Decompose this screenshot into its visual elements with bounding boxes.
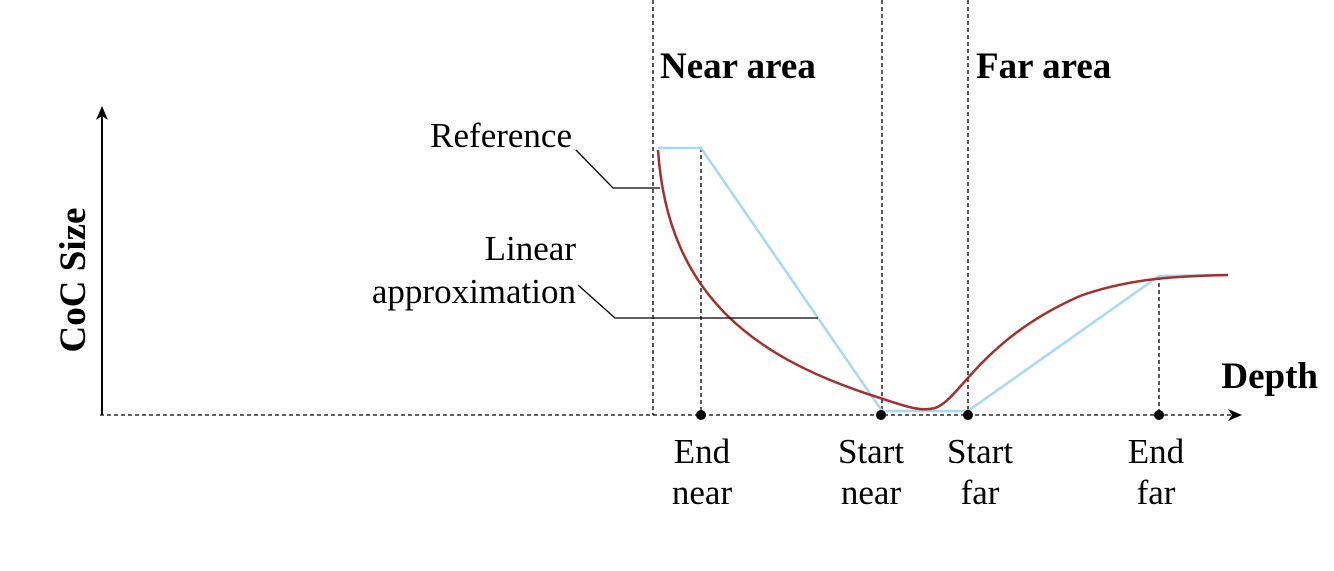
marker-dot (876, 410, 886, 420)
marker-label: Start (947, 432, 1013, 471)
marker-label: End (674, 432, 731, 471)
marker-label: End (1128, 432, 1185, 471)
curve-label: approximation (372, 272, 576, 311)
curve-label: Linear (485, 229, 577, 268)
marker-label: near (672, 473, 733, 512)
marker-label: Start (838, 432, 904, 471)
marker-dot (696, 410, 706, 420)
reference-curve (656, 149, 1229, 411)
area-title: Near area (660, 46, 816, 87)
curve-label: Reference (430, 116, 572, 155)
area-title: Far area (976, 46, 1111, 87)
marker-label: near (841, 473, 902, 512)
marker-label: far (1137, 473, 1176, 512)
linear-leader (577, 284, 818, 319)
marker-dot (963, 410, 973, 420)
marker-dot (1154, 410, 1164, 420)
x-axis-label: Depth (1221, 356, 1318, 397)
marker-label: far (961, 473, 1000, 512)
linear-approximation-curve (658, 146, 1229, 413)
reference-leader (575, 149, 660, 189)
y-axis-label: CoC Size (53, 208, 94, 353)
